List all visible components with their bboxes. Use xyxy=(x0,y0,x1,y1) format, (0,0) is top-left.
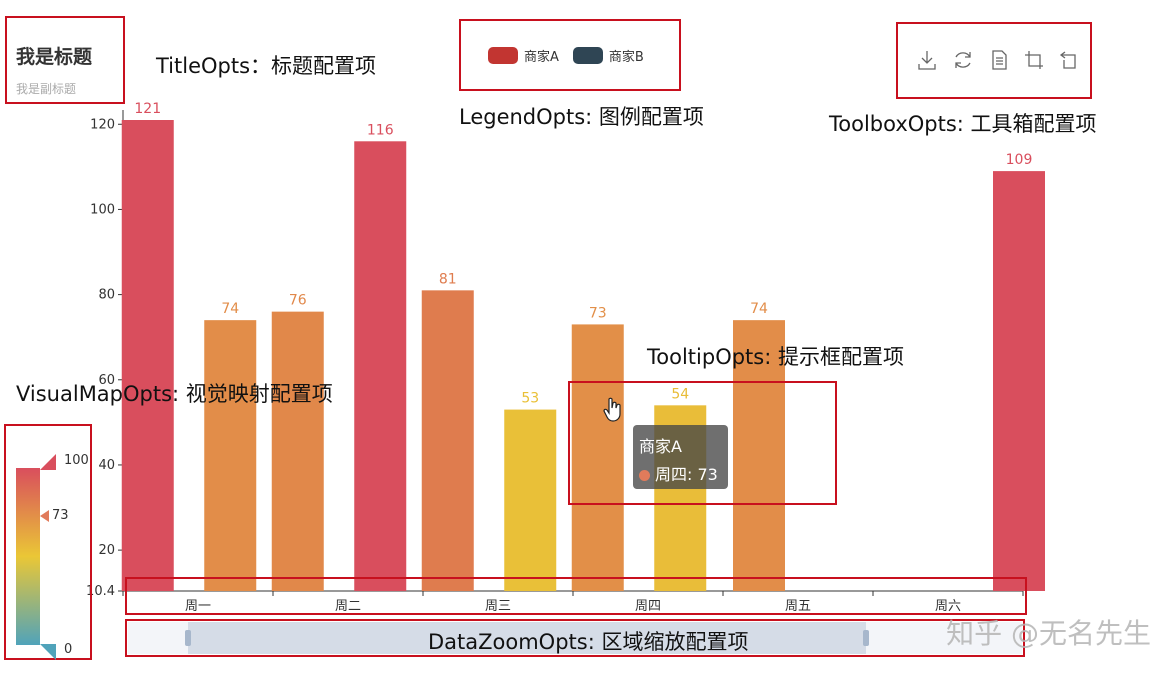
x-tick-label: 周五 xyxy=(785,599,811,614)
legend-label-b: 商家B xyxy=(608,50,644,65)
bar-value-label: 74 xyxy=(221,301,239,317)
legend-swatch-a xyxy=(488,47,518,64)
y-tick-label: 20 xyxy=(98,543,115,558)
toolbox-annotation: ToolboxOpts: 工具箱配置项 xyxy=(829,112,1097,136)
datazoom-annotation-box xyxy=(125,619,1025,657)
bar-value-label: 54 xyxy=(671,386,689,402)
y-tick-label: 80 xyxy=(98,288,115,303)
tooltip-item-row: 周四: 73 xyxy=(639,461,722,485)
x-tick-label: 周四 xyxy=(635,599,661,614)
bar-b xyxy=(204,320,257,591)
visualmap-handle-top-icon[interactable] xyxy=(40,454,56,470)
watermark: 知乎 @无名先生 xyxy=(946,617,1151,650)
data-view-icon[interactable] xyxy=(988,49,1010,71)
y-tick-label: 40 xyxy=(98,458,115,473)
bar-value-label: 73 xyxy=(589,305,607,321)
bar-a xyxy=(733,320,785,591)
bar-value-label: 53 xyxy=(521,391,539,407)
cursor-icon xyxy=(603,397,621,422)
bar-a xyxy=(271,311,324,591)
datazoom-selected-range[interactable] xyxy=(188,622,866,654)
download-icon[interactable] xyxy=(916,49,938,71)
bar-a xyxy=(571,324,624,591)
datazoom-handle-right[interactable] xyxy=(863,630,869,646)
tooltip-item: 周四: 73 xyxy=(655,465,718,484)
legend-swatch-b xyxy=(572,47,603,64)
y-tick-label: 100 xyxy=(90,202,115,217)
bar-value-label: 116 xyxy=(367,122,394,138)
title-annotation: TitleOpts：标题配置项 xyxy=(156,54,377,78)
bar-a xyxy=(421,290,474,591)
bar-value-label: 109 xyxy=(1006,152,1033,168)
y-tick-label: 10.4 xyxy=(86,584,115,599)
bar-value-label: 81 xyxy=(439,271,457,287)
chart-subtitle: 我是副标题 xyxy=(16,82,77,96)
visualmap-current-label: 73 xyxy=(52,508,69,523)
tooltip: 商家A 周四: 73 xyxy=(633,425,728,489)
datazoom-annotation: DataZoomOpts: 区域缩放配置项 xyxy=(428,630,749,654)
y-tick-label: 120 xyxy=(90,117,115,132)
tooltip-annotation-box xyxy=(568,381,837,505)
xaxis-annotation-box xyxy=(125,577,1027,615)
visualmap-indicator-icon xyxy=(40,510,49,522)
legend-annotation-box xyxy=(459,19,681,91)
zoom-back-icon[interactable] xyxy=(1058,49,1080,71)
legend-item-b[interactable]: 商家B xyxy=(572,46,644,65)
chart-title: 我是标题 xyxy=(16,46,93,68)
tooltip-dot xyxy=(639,470,650,481)
legend-item-a[interactable]: 商家A xyxy=(488,46,559,65)
x-tick-label: 周一 xyxy=(185,599,211,614)
visualmap-annotation-box xyxy=(4,424,92,660)
bar-a xyxy=(993,171,1045,591)
zoom-select-icon[interactable] xyxy=(1023,49,1045,71)
bar-a xyxy=(121,120,174,591)
visualmap-annotation: VisualMapOpts: 视觉映射配置项 xyxy=(16,382,333,406)
toolbox-annotation-box xyxy=(896,22,1092,99)
y-tick-label: 60 xyxy=(98,373,115,388)
bar-value-label: 74 xyxy=(750,301,768,317)
visualmap-handle-bottom-icon[interactable] xyxy=(40,644,56,660)
legend: 商家A 商家B xyxy=(488,46,644,65)
x-tick-label: 周二 xyxy=(335,599,361,614)
x-tick-label: 周三 xyxy=(485,599,511,614)
refresh-icon[interactable] xyxy=(952,49,974,71)
bar-value-label: 76 xyxy=(289,293,307,309)
visualmap-gradient-bar[interactable] xyxy=(16,468,40,645)
legend-label-a: 商家A xyxy=(524,50,559,65)
x-tick-label: 周六 xyxy=(935,599,961,614)
tooltip-annotation: TooltipOpts: 提示框配置项 xyxy=(647,345,904,369)
datazoom-handle-left[interactable] xyxy=(185,630,191,646)
visualmap-max-label: 100 xyxy=(64,453,89,468)
datazoom-slider[interactable] xyxy=(128,622,1022,654)
tooltip-series: 商家A xyxy=(639,437,682,456)
bar-value-label: 121 xyxy=(134,101,161,117)
visualmap-min-label: 0 xyxy=(64,642,73,657)
legend-annotation: LegendOpts: 图例配置项 xyxy=(459,105,704,129)
title-annotation-box xyxy=(5,16,125,104)
bar-b xyxy=(354,141,407,591)
bar-b xyxy=(504,409,557,591)
